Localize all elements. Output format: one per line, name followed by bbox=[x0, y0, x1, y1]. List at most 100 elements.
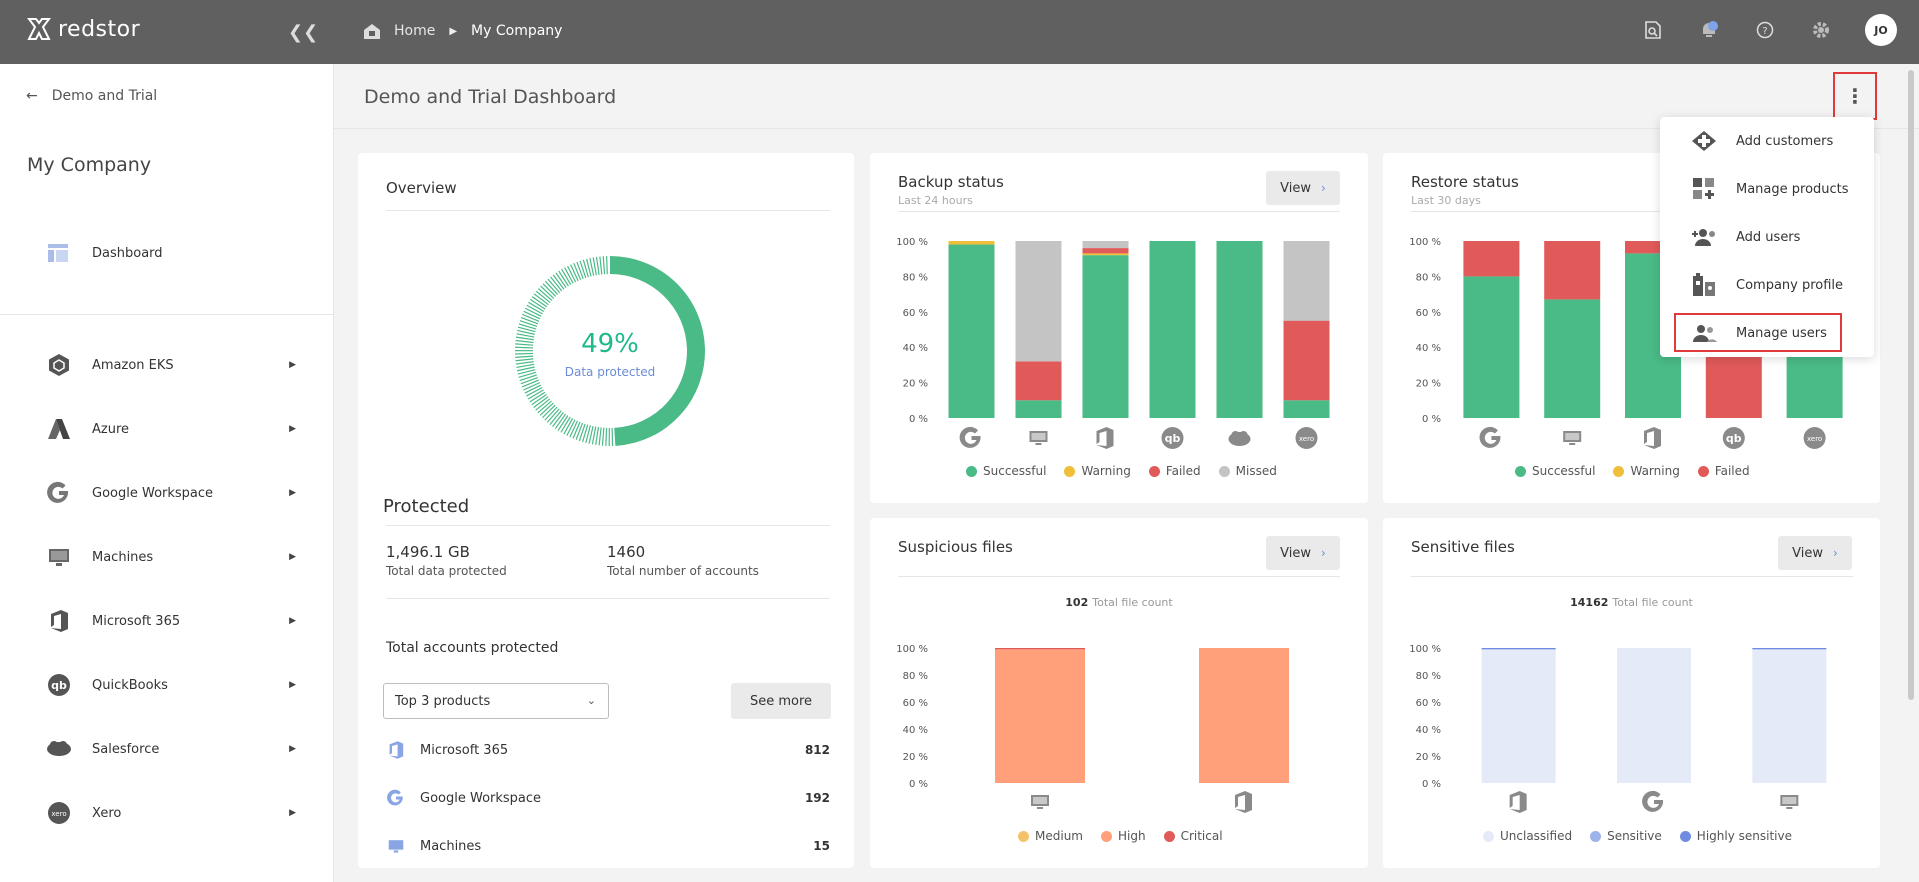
legend-dot bbox=[1697, 465, 1709, 477]
avatar[interactable]: JO bbox=[1865, 14, 1897, 46]
donut-tick bbox=[567, 265, 577, 283]
sidebar-item-amazon-eks[interactable]: Amazon EKS ▶ bbox=[46, 350, 296, 380]
office-icon bbox=[386, 740, 406, 760]
view-button[interactable]: View › bbox=[1266, 171, 1340, 205]
bar-segment[interactable] bbox=[1283, 241, 1330, 321]
bar-segment[interactable] bbox=[1082, 253, 1129, 256]
bar-segment[interactable] bbox=[1216, 241, 1263, 418]
see-more-button[interactable]: See more bbox=[731, 683, 831, 719]
bar-segment[interactable] bbox=[1544, 299, 1601, 418]
help-icon[interactable]: ? bbox=[1753, 18, 1777, 42]
accounts-protected-title: Total accounts protected bbox=[386, 640, 559, 656]
breadcrumb-home[interactable]: Home bbox=[394, 23, 436, 39]
bar-segment[interactable] bbox=[1463, 276, 1520, 418]
legend-dot bbox=[1100, 830, 1112, 842]
card-subtitle: Last 30 days bbox=[1411, 194, 1481, 207]
view-button-label: View bbox=[1792, 545, 1824, 561]
bar-segment[interactable] bbox=[1481, 649, 1556, 783]
y-tick-label: 0 % bbox=[1422, 779, 1441, 790]
donut-tick bbox=[515, 336, 534, 341]
sidebar-item-salesforce[interactable]: Salesforce ▶ bbox=[46, 734, 296, 764]
y-tick-label: 100 % bbox=[896, 237, 928, 248]
y-tick-label: 0 % bbox=[1422, 414, 1441, 425]
donut-tick bbox=[515, 343, 534, 346]
legend-label: Successful bbox=[983, 464, 1047, 478]
menu-item-label: Manage users bbox=[1736, 325, 1827, 341]
menu-item-company-profile[interactable]: Company profile bbox=[1660, 263, 1874, 307]
bar-segment[interactable] bbox=[1082, 241, 1129, 249]
sidebar-item-azure[interactable]: Azure ▶ bbox=[46, 414, 296, 444]
bar-segment[interactable] bbox=[1283, 400, 1330, 418]
donut-tick bbox=[518, 371, 537, 378]
donut-tick bbox=[546, 408, 560, 423]
donut-tick bbox=[523, 310, 541, 320]
office-icon bbox=[1235, 791, 1252, 813]
bar-segment[interactable] bbox=[1283, 320, 1330, 401]
bar-segment[interactable] bbox=[1015, 241, 1062, 362]
donut-tick bbox=[539, 402, 554, 416]
bar-segment[interactable] bbox=[1082, 248, 1129, 254]
donut-tick bbox=[614, 427, 617, 446]
settings-icon[interactable] bbox=[1809, 18, 1833, 42]
y-tick-label: 100 % bbox=[1409, 644, 1441, 655]
more-options-menu: Add customers Manage products Add users … bbox=[1660, 117, 1874, 357]
donut-tick bbox=[550, 276, 563, 292]
legend-dot bbox=[1590, 830, 1602, 842]
bar-segment[interactable] bbox=[948, 241, 995, 245]
sidebar-item-label: Salesforce bbox=[92, 741, 160, 757]
more-options-icon[interactable]: ⋮ bbox=[1833, 72, 1877, 120]
bar-segment[interactable] bbox=[1481, 648, 1556, 650]
notifications-icon[interactable] bbox=[1697, 18, 1721, 42]
back-link[interactable]: ← Demo and Trial bbox=[26, 88, 157, 104]
svg-text:qb: qb bbox=[1165, 432, 1181, 445]
bar-segment[interactable] bbox=[948, 244, 995, 418]
bar-segment[interactable] bbox=[1149, 241, 1196, 418]
view-button[interactable]: View › bbox=[1266, 536, 1340, 570]
office-icon bbox=[1644, 427, 1661, 449]
sensitive-files-chart: 0 % 20 % 40 % 60 % 80 % 100 % bbox=[1409, 644, 1827, 813]
data-protected-donut: 49% Data protected bbox=[512, 253, 708, 449]
products-select[interactable]: Top 3 products ⌄ bbox=[383, 683, 609, 719]
donut-tick bbox=[519, 320, 538, 328]
bar-segment[interactable] bbox=[1082, 255, 1129, 418]
sidebar-item-label: Microsoft 365 bbox=[92, 613, 181, 629]
menu-item-add-customers[interactable]: Add customers bbox=[1660, 119, 1874, 163]
view-button[interactable]: View › bbox=[1778, 536, 1852, 570]
donut-tick bbox=[517, 326, 536, 333]
bar-segment[interactable] bbox=[1015, 361, 1062, 401]
donut-tick bbox=[542, 283, 557, 297]
donut-tick bbox=[524, 307, 542, 317]
sidebar-item-microsoft-365[interactable]: Microsoft 365 ▶ bbox=[46, 606, 296, 636]
bar-segment[interactable] bbox=[1752, 649, 1827, 783]
menu-item-manage-products[interactable]: Manage products bbox=[1660, 167, 1874, 211]
legend-item: Missed bbox=[1218, 464, 1277, 478]
bar-segment[interactable] bbox=[1544, 241, 1601, 300]
bar-segment[interactable] bbox=[1463, 241, 1520, 277]
monitor-icon bbox=[1031, 795, 1049, 809]
sidebar-item-quickbooks[interactable]: qb QuickBooks ▶ bbox=[46, 670, 296, 700]
bar-segment[interactable] bbox=[995, 649, 1085, 783]
sidebar-item-dashboard[interactable]: Dashboard bbox=[48, 244, 163, 262]
scrollbar[interactable] bbox=[1908, 70, 1914, 700]
office-icon bbox=[1509, 791, 1527, 813]
search-icon[interactable] bbox=[1641, 18, 1665, 42]
list-item: Microsoft 365 812 bbox=[386, 738, 830, 762]
sidebar-item-machines[interactable]: Machines ▶ bbox=[46, 542, 296, 572]
sidebar-item-google-workspace[interactable]: Google Workspace ▶ bbox=[46, 478, 296, 508]
home-icon[interactable] bbox=[362, 22, 382, 40]
legend-label: Medium bbox=[1035, 829, 1083, 843]
donut-tick bbox=[554, 413, 567, 430]
menu-item-add-users[interactable]: Add users bbox=[1660, 215, 1874, 259]
xero-icon: xero bbox=[46, 800, 72, 826]
sidebar-item-xero[interactable]: xero Xero ▶ bbox=[46, 798, 296, 828]
bar-segment[interactable] bbox=[1199, 648, 1289, 783]
donut-tick bbox=[520, 316, 539, 325]
menu-item-manage-users[interactable]: Manage users bbox=[1660, 311, 1874, 355]
bar-segment[interactable] bbox=[1015, 400, 1062, 418]
bar-segment[interactable] bbox=[1617, 648, 1691, 783]
logo[interactable]: redstor bbox=[26, 16, 140, 42]
bar-segment[interactable] bbox=[1752, 648, 1827, 650]
collapse-sidebar-icon[interactable]: ❮❮ bbox=[288, 22, 319, 43]
bar-segment[interactable] bbox=[995, 648, 1085, 650]
office-icon bbox=[1096, 427, 1114, 449]
